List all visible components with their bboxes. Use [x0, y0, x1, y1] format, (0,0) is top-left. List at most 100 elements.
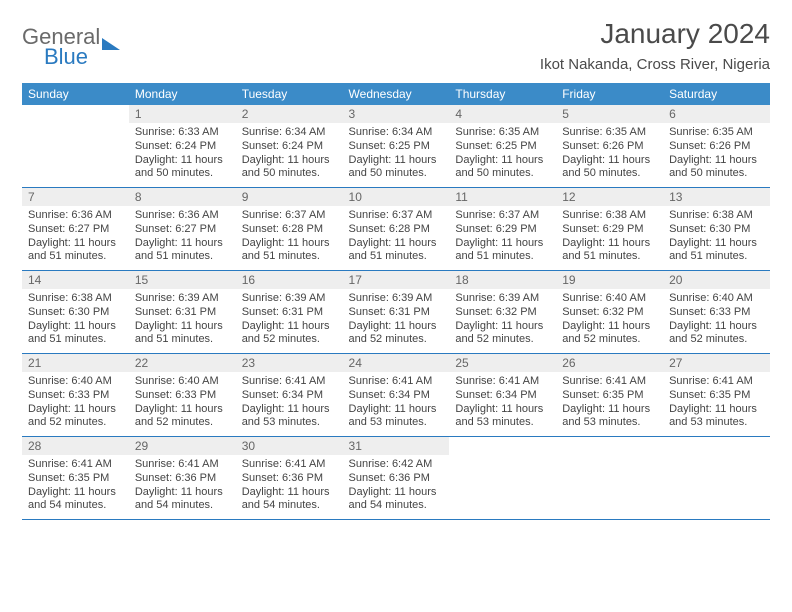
daylight-line: Daylight: 11 hours and 50 minutes.	[455, 154, 550, 182]
daylight-line: Daylight: 11 hours and 51 minutes.	[349, 237, 444, 265]
calendar-day-cell: 31Sunrise: 6:42 AMSunset: 6:36 PMDayligh…	[343, 437, 450, 520]
sunrise-line: Sunrise: 6:42 AM	[349, 458, 444, 472]
triangle-icon	[102, 38, 120, 50]
day-body: Sunrise: 6:36 AMSunset: 6:27 PMDaylight:…	[129, 206, 236, 270]
calendar-day-cell: 21Sunrise: 6:40 AMSunset: 6:33 PMDayligh…	[22, 354, 129, 437]
daylight-line: Daylight: 11 hours and 50 minutes.	[135, 154, 230, 182]
day-number: 31	[343, 437, 450, 455]
calendar-page: General Blue January 2024 Ikot Nakanda, …	[0, 0, 792, 520]
day-number: 23	[236, 354, 343, 372]
daylight-line: Daylight: 11 hours and 51 minutes.	[242, 237, 337, 265]
sunrise-line: Sunrise: 6:41 AM	[28, 458, 123, 472]
day-body	[449, 441, 556, 499]
weekday-header: Wednesday	[343, 83, 450, 105]
day-number: 25	[449, 354, 556, 372]
day-body: Sunrise: 6:41 AMSunset: 6:34 PMDaylight:…	[236, 372, 343, 436]
calendar-day-cell: 3Sunrise: 6:34 AMSunset: 6:25 PMDaylight…	[343, 105, 450, 188]
calendar-day-cell: 23Sunrise: 6:41 AMSunset: 6:34 PMDayligh…	[236, 354, 343, 437]
calendar-day-cell: 28Sunrise: 6:41 AMSunset: 6:35 PMDayligh…	[22, 437, 129, 520]
daylight-line: Daylight: 11 hours and 51 minutes.	[28, 320, 123, 348]
location-text: Ikot Nakanda, Cross River, Nigeria	[540, 56, 770, 73]
day-body: Sunrise: 6:35 AMSunset: 6:26 PMDaylight:…	[663, 123, 770, 187]
sunrise-line: Sunrise: 6:41 AM	[349, 375, 444, 389]
sunrise-line: Sunrise: 6:37 AM	[242, 209, 337, 223]
calendar-day-cell	[663, 437, 770, 520]
daylight-line: Daylight: 11 hours and 50 minutes.	[242, 154, 337, 182]
day-number: 9	[236, 188, 343, 206]
sunset-line: Sunset: 6:27 PM	[28, 223, 123, 237]
day-number: 18	[449, 271, 556, 289]
day-number: 29	[129, 437, 236, 455]
day-number: 13	[663, 188, 770, 206]
sunset-line: Sunset: 6:26 PM	[669, 140, 764, 154]
sunset-line: Sunset: 6:31 PM	[135, 306, 230, 320]
weekday-header: Sunday	[22, 83, 129, 105]
calendar-day-cell: 22Sunrise: 6:40 AMSunset: 6:33 PMDayligh…	[129, 354, 236, 437]
sunset-line: Sunset: 6:34 PM	[349, 389, 444, 403]
calendar-day-cell: 12Sunrise: 6:38 AMSunset: 6:29 PMDayligh…	[556, 188, 663, 271]
sunrise-line: Sunrise: 6:39 AM	[242, 292, 337, 306]
calendar-day-cell: 30Sunrise: 6:41 AMSunset: 6:36 PMDayligh…	[236, 437, 343, 520]
calendar-day-cell: 1Sunrise: 6:33 AMSunset: 6:24 PMDaylight…	[129, 105, 236, 188]
daylight-line: Daylight: 11 hours and 53 minutes.	[669, 403, 764, 431]
sunset-line: Sunset: 6:34 PM	[455, 389, 550, 403]
daylight-line: Daylight: 11 hours and 54 minutes.	[28, 486, 123, 514]
day-number: 5	[556, 105, 663, 123]
sunrise-line: Sunrise: 6:39 AM	[455, 292, 550, 306]
sunset-line: Sunset: 6:32 PM	[562, 306, 657, 320]
day-body: Sunrise: 6:41 AMSunset: 6:34 PMDaylight:…	[449, 372, 556, 436]
sunrise-line: Sunrise: 6:37 AM	[349, 209, 444, 223]
calendar-day-cell: 8Sunrise: 6:36 AMSunset: 6:27 PMDaylight…	[129, 188, 236, 271]
calendar-day-cell: 9Sunrise: 6:37 AMSunset: 6:28 PMDaylight…	[236, 188, 343, 271]
sunrise-line: Sunrise: 6:37 AM	[455, 209, 550, 223]
sunset-line: Sunset: 6:24 PM	[135, 140, 230, 154]
sunrise-line: Sunrise: 6:34 AM	[349, 126, 444, 140]
day-number: 21	[22, 354, 129, 372]
sunrise-line: Sunrise: 6:41 AM	[455, 375, 550, 389]
day-number: 3	[343, 105, 450, 123]
calendar-day-cell: 29Sunrise: 6:41 AMSunset: 6:36 PMDayligh…	[129, 437, 236, 520]
daylight-line: Daylight: 11 hours and 52 minutes.	[349, 320, 444, 348]
sunrise-line: Sunrise: 6:38 AM	[562, 209, 657, 223]
calendar-day-cell: 10Sunrise: 6:37 AMSunset: 6:28 PMDayligh…	[343, 188, 450, 271]
day-body: Sunrise: 6:35 AMSunset: 6:25 PMDaylight:…	[449, 123, 556, 187]
calendar-day-cell	[449, 437, 556, 520]
sunrise-line: Sunrise: 6:35 AM	[455, 126, 550, 140]
sunrise-line: Sunrise: 6:33 AM	[135, 126, 230, 140]
day-number: 2	[236, 105, 343, 123]
day-number: 14	[22, 271, 129, 289]
calendar-week-row: 14Sunrise: 6:38 AMSunset: 6:30 PMDayligh…	[22, 271, 770, 354]
daylight-line: Daylight: 11 hours and 51 minutes.	[562, 237, 657, 265]
day-body: Sunrise: 6:38 AMSunset: 6:29 PMDaylight:…	[556, 206, 663, 270]
sunrise-line: Sunrise: 6:41 AM	[242, 458, 337, 472]
sunrise-line: Sunrise: 6:34 AM	[242, 126, 337, 140]
day-number: 20	[663, 271, 770, 289]
daylight-line: Daylight: 11 hours and 50 minutes.	[562, 154, 657, 182]
day-body: Sunrise: 6:42 AMSunset: 6:36 PMDaylight:…	[343, 455, 450, 519]
calendar-week-row: 28Sunrise: 6:41 AMSunset: 6:35 PMDayligh…	[22, 437, 770, 520]
sunrise-line: Sunrise: 6:41 AM	[562, 375, 657, 389]
day-body: Sunrise: 6:34 AMSunset: 6:25 PMDaylight:…	[343, 123, 450, 187]
calendar-day-cell	[22, 105, 129, 188]
sunset-line: Sunset: 6:31 PM	[242, 306, 337, 320]
topbar: General Blue January 2024 Ikot Nakanda, …	[22, 18, 770, 73]
day-body: Sunrise: 6:41 AMSunset: 6:36 PMDaylight:…	[129, 455, 236, 519]
weekday-header: Friday	[556, 83, 663, 105]
weekday-header-row: Sunday Monday Tuesday Wednesday Thursday…	[22, 83, 770, 105]
calendar-day-cell: 16Sunrise: 6:39 AMSunset: 6:31 PMDayligh…	[236, 271, 343, 354]
sunset-line: Sunset: 6:31 PM	[349, 306, 444, 320]
sunset-line: Sunset: 6:25 PM	[455, 140, 550, 154]
sunset-line: Sunset: 6:29 PM	[455, 223, 550, 237]
sunrise-line: Sunrise: 6:41 AM	[669, 375, 764, 389]
day-body: Sunrise: 6:38 AMSunset: 6:30 PMDaylight:…	[663, 206, 770, 270]
calendar-day-cell: 5Sunrise: 6:35 AMSunset: 6:26 PMDaylight…	[556, 105, 663, 188]
calendar-day-cell: 11Sunrise: 6:37 AMSunset: 6:29 PMDayligh…	[449, 188, 556, 271]
daylight-line: Daylight: 11 hours and 50 minutes.	[349, 154, 444, 182]
day-body	[22, 109, 129, 167]
sunrise-line: Sunrise: 6:40 AM	[28, 375, 123, 389]
day-number: 27	[663, 354, 770, 372]
sunset-line: Sunset: 6:33 PM	[669, 306, 764, 320]
sunset-line: Sunset: 6:33 PM	[135, 389, 230, 403]
day-body: Sunrise: 6:39 AMSunset: 6:32 PMDaylight:…	[449, 289, 556, 353]
day-body: Sunrise: 6:40 AMSunset: 6:33 PMDaylight:…	[663, 289, 770, 353]
